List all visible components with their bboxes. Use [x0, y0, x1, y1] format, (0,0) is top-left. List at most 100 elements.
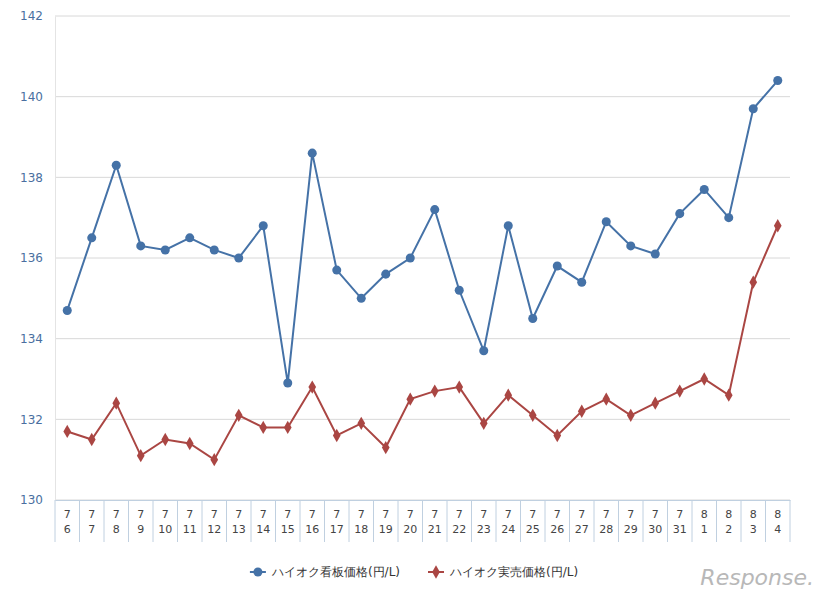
x-separator	[447, 500, 448, 542]
x-tick-label: 721	[428, 508, 442, 536]
x-tick-label: 722	[452, 508, 466, 536]
series-marker	[283, 379, 292, 388]
series-marker	[137, 449, 145, 462]
y-axis: 130132134136138140142	[20, 9, 55, 507]
x-tick-label-line: 7	[211, 508, 218, 521]
x-tick-label: 729	[624, 508, 638, 536]
y-tick-label: 134	[20, 332, 43, 346]
x-tick-label-line: 24	[501, 523, 515, 536]
x-tick: 723	[477, 500, 491, 536]
series-marker	[185, 233, 194, 242]
x-tick-label: 728	[599, 508, 613, 536]
x-tick: 81	[701, 500, 708, 536]
x-tick-label-line: 8	[750, 508, 757, 521]
x-tick: 716	[305, 500, 319, 536]
y-tick-label: 136	[20, 251, 43, 265]
series-marker	[553, 262, 562, 271]
x-tick: 729	[624, 500, 638, 536]
series-marker	[553, 429, 561, 442]
x-separator	[741, 500, 742, 542]
x-tick-label-line: 7	[652, 508, 659, 521]
y-tick-label: 132	[20, 413, 43, 427]
x-tick-label-line: 16	[305, 523, 319, 536]
x-tick: 722	[452, 500, 466, 536]
series-marker	[480, 417, 488, 430]
x-separator	[790, 500, 791, 542]
x-tick-label-line: 17	[330, 523, 344, 536]
x-tick: 710	[158, 500, 172, 536]
x-tick: 82	[725, 500, 732, 536]
series-marker	[406, 393, 414, 406]
x-tick: 720	[403, 500, 417, 536]
x-separator	[716, 500, 717, 542]
x-separator	[153, 500, 154, 542]
y-axis-line	[55, 17, 56, 501]
series-marker	[63, 306, 72, 315]
series-marker	[234, 253, 243, 262]
x-separator	[618, 500, 619, 542]
x-tick: 711	[183, 500, 197, 536]
x-axis: 7677787971071171271371471571671771871972…	[55, 500, 791, 542]
x-tick: 77	[88, 500, 95, 536]
series-marker	[112, 161, 121, 170]
series-marker	[357, 417, 365, 430]
x-tick-label: 726	[550, 508, 564, 536]
x-tick-label-line: 4	[774, 523, 781, 536]
x-tick-label-line: 9	[137, 523, 144, 536]
grid-line	[55, 419, 790, 420]
x-separator	[496, 500, 497, 542]
series-marker	[284, 421, 292, 434]
x-tick-label-line: 11	[183, 523, 197, 536]
x-tick-label-line: 7	[627, 508, 634, 521]
x-separator	[324, 500, 325, 542]
x-tick: 717	[330, 500, 344, 536]
x-tick-label-line: 7	[309, 508, 316, 521]
series-marker	[675, 209, 684, 218]
marks	[63, 76, 783, 466]
x-tick-label-line: 15	[281, 523, 295, 536]
x-separator	[128, 500, 129, 542]
x-tick-label-line: 7	[529, 508, 536, 521]
x-separator	[569, 500, 570, 542]
legend-label: ハイオク実売価格(円/L)	[449, 565, 578, 579]
x-tick-label-line: 7	[113, 508, 120, 521]
x-tick-label-line: 22	[452, 523, 466, 536]
series	[63, 76, 783, 388]
y-tick-label: 140	[20, 90, 43, 104]
series-marker	[210, 453, 218, 466]
legend-label: ハイオク看板価格(円/L)	[271, 565, 400, 579]
legend-item: ハイオク看板価格(円/L)	[250, 565, 400, 579]
x-tick-label-line: 8	[701, 508, 708, 521]
x-tick: 725	[526, 500, 540, 536]
series-marker	[578, 405, 586, 418]
x-tick-label: 723	[477, 508, 491, 536]
series-marker	[626, 241, 635, 250]
y-tick-label: 130	[20, 493, 43, 507]
x-tick-label-line: 7	[333, 508, 340, 521]
watermark: Response.	[700, 565, 814, 590]
x-tick: 730	[648, 500, 662, 536]
series-marker	[210, 245, 219, 254]
x-tick-label-line: 7	[431, 508, 438, 521]
series-marker	[774, 219, 782, 232]
x-tick-label-line: 13	[232, 523, 246, 536]
x-separator	[545, 500, 546, 542]
x-separator	[692, 500, 693, 542]
x-separator	[471, 500, 472, 542]
x-tick: 712	[207, 500, 221, 536]
x-tick-label: 81	[701, 508, 708, 536]
x-tick: 728	[599, 500, 613, 536]
x-tick-label-line: 7	[480, 508, 487, 521]
x-tick: 719	[379, 500, 393, 536]
x-tick-label-line: 7	[260, 508, 267, 521]
grid	[55, 16, 790, 500]
plot: 1301321341361381401427677787971071171271…	[20, 9, 790, 542]
x-tick: 731	[673, 500, 687, 536]
x-tick-label-line: 7	[578, 508, 585, 521]
series-marker	[504, 388, 512, 401]
x-separator	[177, 500, 178, 542]
series-marker	[406, 253, 415, 262]
series-marker	[381, 270, 390, 279]
x-tick-label: 79	[137, 508, 144, 536]
series-marker	[63, 425, 71, 438]
